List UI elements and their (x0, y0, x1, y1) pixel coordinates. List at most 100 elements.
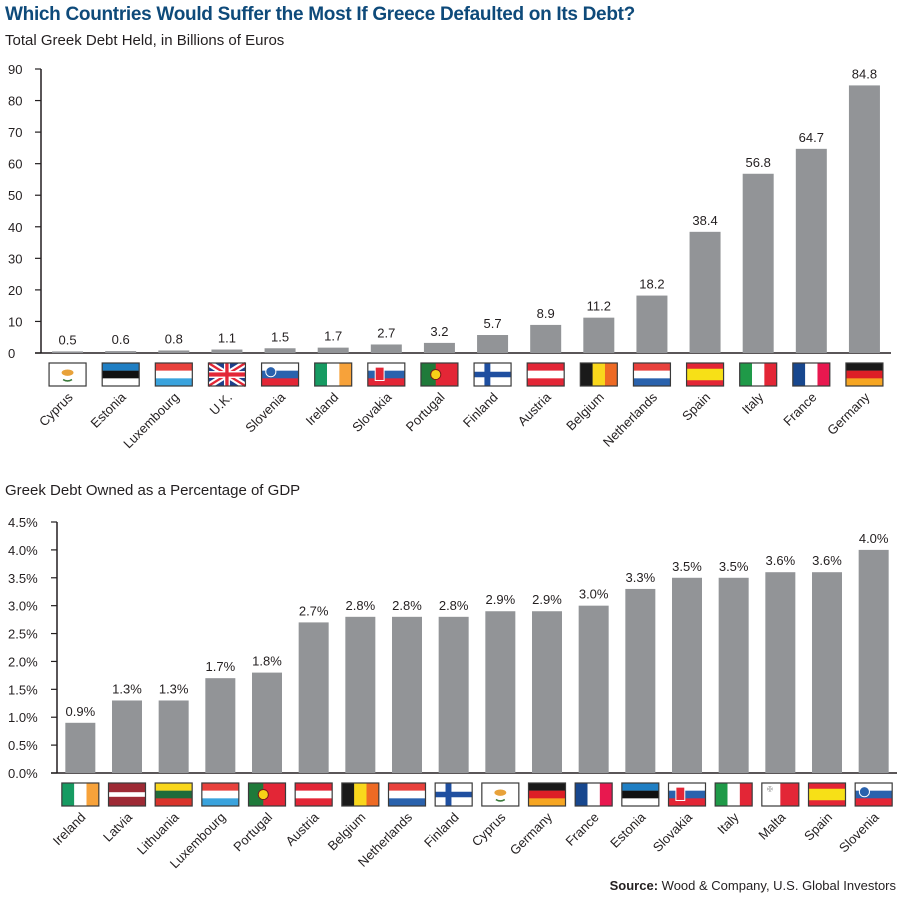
bar-latvia (112, 700, 142, 773)
slovenia-flag-icon (854, 782, 893, 807)
bar-uk (211, 349, 243, 353)
italy-flag-icon (739, 362, 778, 387)
data-label: 3.0% (579, 587, 609, 602)
belgium-flag-icon (579, 362, 618, 387)
bar-estonia (105, 351, 137, 353)
germany-flag-icon (845, 362, 884, 387)
finland-flag-icon (473, 362, 512, 387)
data-label: 3.6% (812, 553, 842, 568)
y-tick-label: 4.0% (8, 543, 38, 558)
data-label: 2.8% (392, 598, 422, 613)
chart-main-title: Which Countries Would Suffer the Most If… (5, 4, 635, 25)
y-tick-label: 0.0% (8, 766, 38, 781)
bar-spain (812, 572, 842, 773)
spain-flag-icon (685, 362, 725, 387)
category-label: Belgium (325, 810, 369, 854)
luxembourg-flag-icon (201, 782, 240, 807)
category-label: Italy (714, 809, 742, 837)
category-label: Ireland (50, 810, 89, 849)
bar-ireland (65, 722, 96, 773)
data-label: 1.3% (159, 681, 189, 696)
data-label: 2.8% (439, 598, 469, 613)
y-tick-label: 1.0% (8, 710, 38, 725)
chart-total-debt: 01020304050607080900.5Cyprus0.6Estonia0.… (8, 62, 891, 451)
y-tick-label: 90 (8, 62, 22, 77)
luxembourg-flag-icon (154, 362, 193, 387)
y-tick-label: 0.5% (8, 738, 38, 753)
netherlands-flag-icon (387, 782, 427, 807)
data-label: 56.8 (746, 155, 771, 170)
bar-cyprus (485, 611, 516, 773)
data-label: 2.8% (346, 598, 376, 613)
data-label: 3.5% (719, 559, 749, 574)
data-label: 84.8 (852, 66, 877, 81)
bar-slovenia (858, 549, 889, 773)
data-label: 0.6 (112, 332, 130, 347)
data-label: 2.7 (377, 325, 395, 340)
france-flag-icon (792, 362, 831, 387)
data-label: 38.4 (692, 213, 717, 228)
bar-netherlands (636, 295, 668, 353)
bar-luxembourg (205, 678, 236, 773)
data-label: 3.6% (766, 553, 796, 568)
category-label: France (563, 810, 602, 849)
category-label: Germany (507, 809, 556, 858)
netherlands-flag-icon (632, 362, 672, 387)
cyprus-flag-icon (481, 782, 520, 807)
germany-flag-icon (527, 782, 567, 807)
data-label: 18.2 (639, 277, 664, 292)
category-label: Cyprus (469, 809, 509, 849)
source-label: Source: (609, 878, 659, 893)
bar-portugal (252, 672, 282, 773)
bar-germany (848, 85, 880, 354)
data-label: 1.8% (252, 654, 282, 669)
y-tick-label: 10 (8, 314, 22, 329)
bar-germany (532, 611, 562, 773)
y-tick-label: 20 (8, 283, 22, 298)
bar-finland (438, 616, 469, 773)
bar-finland (477, 335, 509, 353)
chart-2-plot: 0.0% 0.5% 1.0% 1.5% 2.0% 2.5% 3.0% 3.5% 4.0% 4.5%… (8, 515, 897, 871)
y-tick-label: 3.0% (8, 599, 38, 614)
bar-malta (765, 572, 796, 773)
data-label: 2.9% (532, 592, 562, 607)
y-tick-label: 70 (8, 125, 22, 140)
uk-flag-icon (206, 360, 248, 389)
slovakia-flag-icon (367, 362, 406, 387)
ireland-flag-icon (61, 782, 100, 807)
austria-flag-icon (526, 362, 565, 387)
y-tick-label: 60 (8, 157, 22, 172)
bar-austria (530, 324, 562, 353)
bar-ireland (317, 347, 349, 353)
data-label: 1.3% (112, 681, 142, 696)
chart1-title: Total Greek Debt Held, in Billions of Eu… (5, 32, 285, 49)
slovakia-flag-icon (667, 782, 707, 807)
data-label: 2.9% (486, 592, 516, 607)
data-label: 4.0% (859, 531, 889, 546)
ireland-flag-icon (314, 362, 353, 387)
y-tick-label: 2.5% (8, 627, 38, 642)
data-label: 1.7% (206, 659, 236, 674)
chart2-title: Greek Debt Owned as a Percentage of GDP (5, 482, 301, 499)
bar-belgium (345, 616, 376, 773)
y-tick-label: 3.5% (8, 571, 38, 586)
bar-slovakia (672, 577, 702, 773)
y-tick-label: 0 (8, 346, 15, 361)
data-label: 2.7% (299, 603, 329, 618)
bar-lithuania (158, 700, 189, 773)
y-tick-label: 80 (8, 94, 22, 109)
source-text: Wood & Company, U.S. Global Investors (661, 878, 896, 893)
data-label: 5.7 (484, 316, 502, 331)
y-tick-label: 30 (8, 251, 22, 266)
france-flag-icon (574, 782, 613, 807)
portugal-flag-icon (247, 782, 287, 807)
bar-italy (742, 173, 774, 353)
bar-luxembourg (158, 350, 190, 353)
bar-slovenia (264, 348, 296, 353)
spain-flag-icon (807, 782, 847, 807)
data-label: 0.5 (59, 332, 77, 347)
cyprus-flag-icon (48, 362, 87, 387)
bar-cyprus (52, 351, 84, 353)
data-label: 0.9% (66, 704, 96, 719)
data-label: 0.8 (165, 331, 183, 346)
